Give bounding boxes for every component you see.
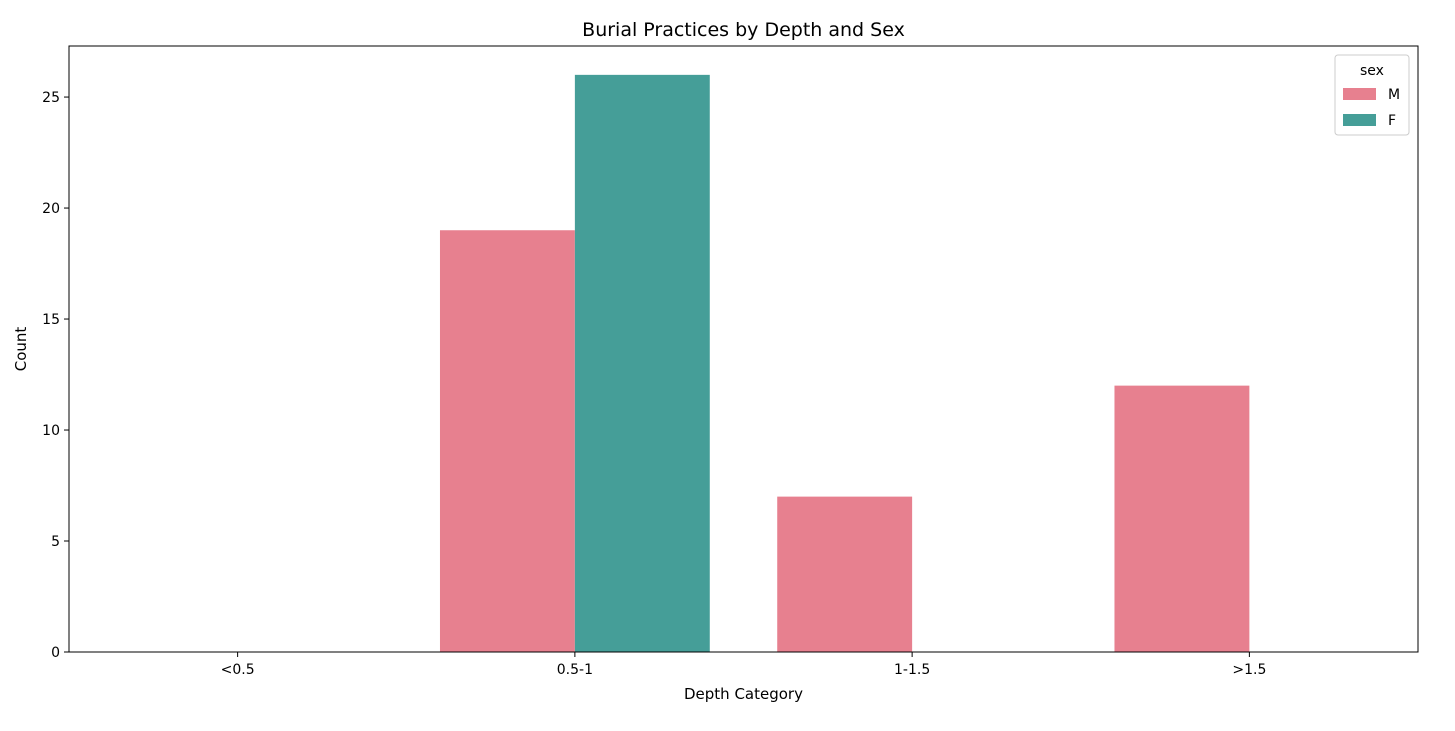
y-tick-label: 20 <box>42 201 60 217</box>
y-tick-label: 25 <box>42 90 60 106</box>
legend-label-F: F <box>1388 113 1396 129</box>
chart-title: Burial Practices by Depth and Sex <box>582 19 905 41</box>
plot-frame <box>68 45 1419 653</box>
x-tick-label: 0.5-1 <box>557 662 593 678</box>
legend-swatch-F <box>1343 114 1376 126</box>
bar-M-2 <box>777 496 913 652</box>
legend: sex MF <box>1334 54 1410 136</box>
x-tick-label: >1.5 <box>1232 662 1266 678</box>
y-tick-label: 15 <box>42 312 60 328</box>
bar-F-1 <box>574 74 710 653</box>
legend-label-M: M <box>1388 87 1400 103</box>
y-tick-label: 5 <box>51 534 60 550</box>
x-tick-label: <0.5 <box>221 662 255 678</box>
legend-title: sex <box>1360 63 1384 79</box>
legend-swatch-M <box>1343 88 1376 100</box>
y-tick-label: 10 <box>42 423 60 439</box>
y-axis: 0 5 10 15 20 25 <box>42 90 69 661</box>
legend-items: MF <box>1343 87 1400 129</box>
x-axis: <0.5 0.5-1 1-1.5 >1.5 <box>221 652 1266 678</box>
x-axis-label: Depth Category <box>684 685 803 703</box>
x-tick-label: 1-1.5 <box>894 662 930 678</box>
bars-layer <box>439 74 1250 653</box>
y-tick-label: 0 <box>51 645 60 661</box>
y-axis-label: Count <box>12 327 30 372</box>
bar-M-3 <box>1114 385 1250 652</box>
bar-M-1 <box>439 230 575 652</box>
